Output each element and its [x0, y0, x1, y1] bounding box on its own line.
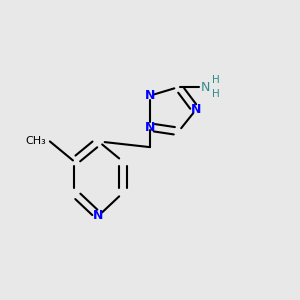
Text: N: N [145, 121, 155, 134]
Text: N: N [201, 81, 211, 94]
Text: CH₃: CH₃ [26, 136, 46, 146]
Text: H: H [212, 75, 220, 85]
Text: N: N [190, 103, 201, 116]
Text: H: H [212, 89, 220, 99]
Text: N: N [93, 209, 104, 222]
Text: N: N [145, 89, 155, 102]
